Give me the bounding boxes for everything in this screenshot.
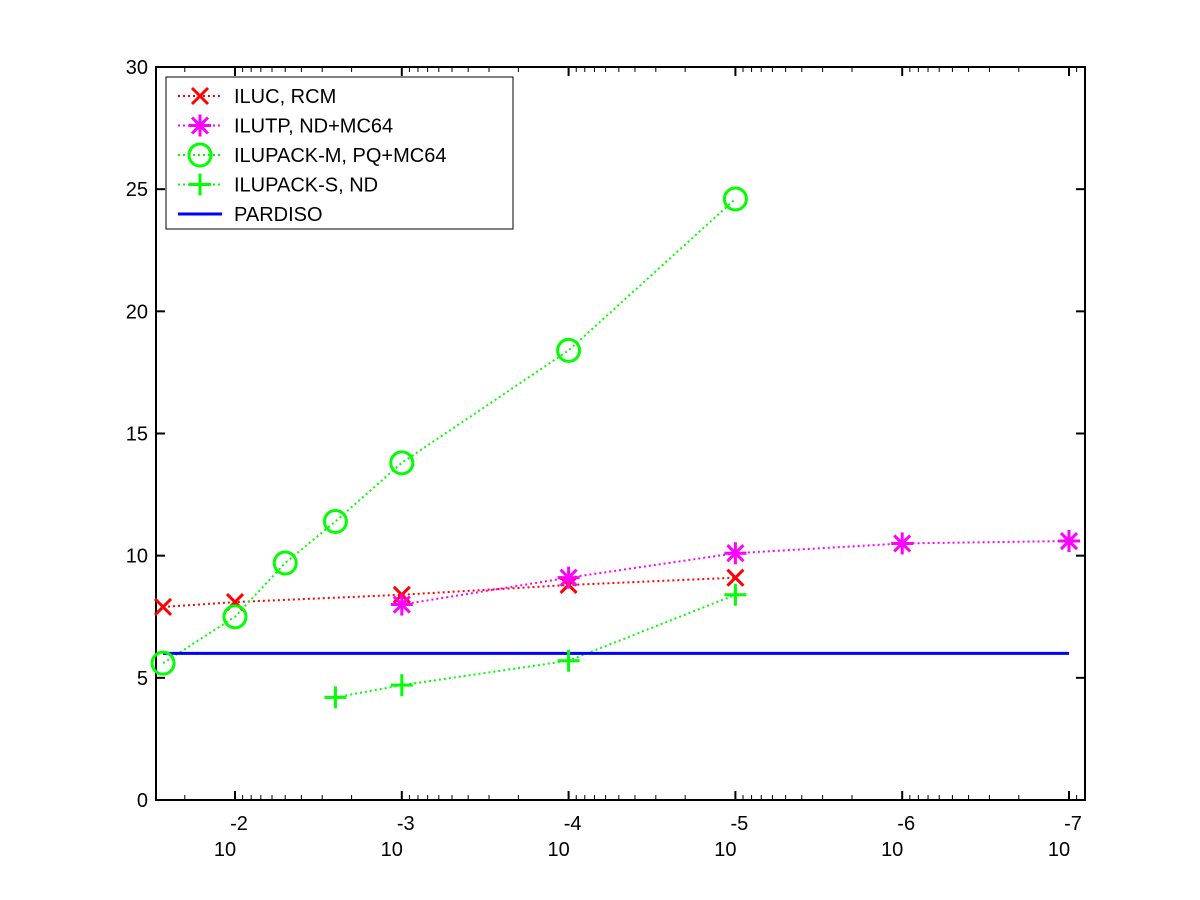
legend-marker-sample: [190, 86, 210, 106]
x-axis-ticks: 10 -2 10 -3 10 -4 10 -5 10 -6 10 -7: [184, 67, 1082, 861]
x-tick-label-base: 10: [214, 839, 236, 861]
legend-box: [165, 76, 514, 230]
marker-stroke: [190, 116, 210, 135]
marker-stroke: [726, 568, 745, 587]
data-point-marker: [1058, 530, 1080, 553]
legend-marker-sample: [189, 173, 211, 196]
y-tick-label: 25: [126, 179, 148, 201]
data-point-marker: [153, 597, 173, 617]
legend-label: PARDISO: [234, 204, 323, 226]
series-line: [162, 576, 736, 608]
data-point-marker: [557, 649, 580, 672]
x-tick-label-base: 10: [547, 839, 569, 861]
y-axis-ticks: 0 5 10 15 20 25 30: [126, 57, 1085, 812]
series-lines: [162, 198, 1070, 699]
marker-stroke: [1059, 531, 1079, 551]
series-line: [162, 198, 737, 665]
data-point-marker: [150, 650, 176, 676]
data-point-marker: [556, 337, 582, 363]
data-point-marker: [724, 583, 747, 606]
data-point-marker: [722, 186, 748, 212]
y-tick-label: 20: [126, 301, 148, 323]
legend-label: ILUPACK-S, ND: [234, 175, 378, 197]
marker-stroke: [392, 595, 411, 614]
x-tick-label-base: 10: [1048, 839, 1070, 861]
data-point-marker: [557, 566, 580, 589]
x-tick-label-base: 10: [881, 839, 903, 861]
x-tick-label-exponent: -7: [1064, 813, 1082, 835]
series-line: [335, 593, 736, 699]
x-tick-label-exponent: -3: [397, 813, 415, 835]
data-point-marker: [322, 508, 348, 534]
y-tick-label: 15: [126, 424, 148, 446]
legend-marker-sample: [187, 142, 213, 168]
data-point-marker: [726, 568, 745, 587]
data-point-marker: [891, 532, 914, 555]
x-tick-label-exponent: -2: [230, 813, 248, 835]
legend: ILUC, RCM ILUTP, ND+MC64 ILUPACK-M, PQ+MC6…: [165, 76, 514, 230]
marker-stroke: [726, 544, 745, 563]
legend-marker-sample: [189, 114, 211, 137]
x-tick-label-base: 10: [381, 839, 403, 861]
legend-label: ILUPACK-M, PQ+MC64: [234, 145, 446, 167]
data-point-marker: [222, 604, 248, 630]
marker-stroke: [190, 86, 210, 106]
data-point-marker: [272, 550, 298, 576]
y-tick-label: 5: [137, 668, 148, 690]
legend-label: ILUTP, ND+MC64: [234, 116, 393, 138]
x-tick-label-exponent: -5: [731, 813, 749, 835]
x-tick-label-base: 10: [714, 839, 736, 861]
marker-stroke: [153, 597, 173, 617]
y-tick-label: 10: [126, 546, 148, 568]
data-point-marker: [390, 593, 413, 616]
y-tick-label: 0: [137, 790, 148, 812]
marker-stroke: [559, 568, 578, 587]
y-tick-label: 30: [126, 57, 148, 79]
marker-stroke: [893, 534, 912, 553]
series-markers: [150, 186, 1080, 709]
data-point-marker: [324, 686, 347, 709]
x-tick-label-exponent: -6: [897, 813, 915, 835]
series-line: [401, 540, 1070, 606]
data-point-marker: [724, 542, 747, 565]
data-point-marker: [390, 674, 413, 697]
x-tick-label-exponent: -4: [564, 813, 582, 835]
legend-label: ILUC, RCM: [234, 86, 336, 108]
data-point-marker: [389, 450, 415, 476]
